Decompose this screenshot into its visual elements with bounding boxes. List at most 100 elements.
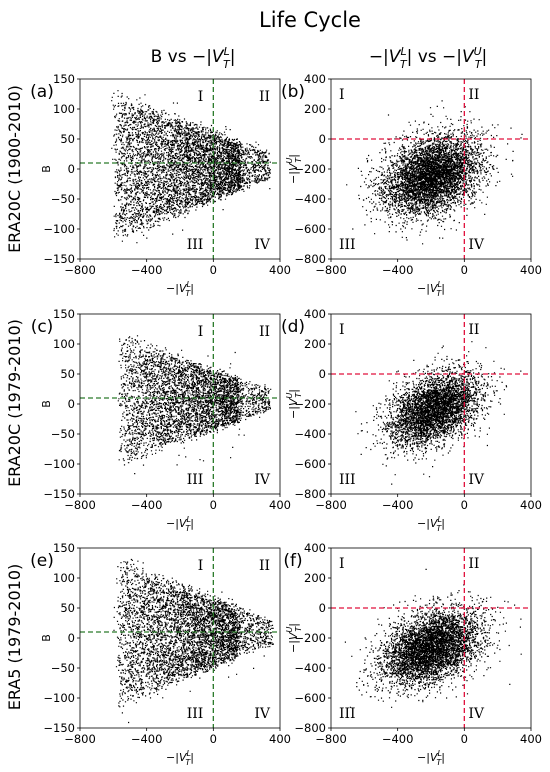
y-axis-label: −|VUT| (285, 154, 303, 184)
x-tick-label: −400 (131, 263, 163, 277)
quadrant-label: II (259, 324, 270, 340)
quadrant-label: II (468, 87, 479, 103)
y-tick-label: 150 (53, 541, 75, 555)
y-tick-label: −800 (294, 487, 326, 501)
x-tick-label: −400 (131, 732, 163, 746)
x-tick-label: 0 (210, 263, 217, 277)
quadrant-label: I (198, 558, 204, 574)
x-tick-label: 400 (520, 263, 542, 277)
y-tick-label: 0 (68, 397, 75, 411)
y-tick-label: 100 (53, 337, 75, 351)
row-label-3: ERA5 (1979-2010) (5, 564, 24, 710)
x-tick-label: −800 (315, 732, 347, 746)
y-tick-label: −400 (294, 192, 326, 206)
row-label-2: ERA20C (1979-2010) (5, 319, 24, 487)
quadrant-label: II (468, 556, 479, 572)
x-tick-label: 400 (269, 498, 291, 512)
y-tick-label: −200 (294, 397, 326, 411)
quadrant-label: II (259, 558, 270, 574)
x-tick-label: −800 (315, 263, 347, 277)
y-tick-label: 50 (60, 132, 75, 146)
quadrant-label: I (339, 87, 345, 103)
x-tick-label: 0 (210, 732, 217, 746)
y-tick-label: −600 (294, 691, 326, 705)
quadrant-label: III (187, 706, 204, 722)
quadrant-label: I (339, 322, 345, 338)
y-axis-label: B (40, 400, 53, 408)
scatter-points (344, 568, 522, 708)
y-tick-label: −150 (43, 487, 75, 501)
x-axis-label: −|VL T| (166, 515, 194, 533)
x-tick-label: −400 (382, 263, 414, 277)
y-axis-label: B (40, 165, 53, 173)
quadrant-label: II (259, 89, 270, 105)
y-tick-label: −50 (51, 192, 75, 206)
quadrant-label: III (339, 237, 356, 253)
y-tick-label: 0 (319, 132, 326, 146)
y-tick-label: 150 (53, 307, 75, 321)
quadrant-label: IV (468, 237, 485, 253)
panel-c: −800 −400 0 400 −150 −100 −50 0 50 100 150 −|VL T| B (… (31, 307, 291, 533)
y-tick-label: 200 (304, 102, 326, 116)
y-tick-label: 0 (68, 162, 75, 176)
column-title-left: B vs −|VL T| (151, 45, 236, 71)
panel-label: (c) (31, 317, 54, 337)
y-tick-label: −400 (294, 427, 326, 441)
y-axis-label: −|VUT| (285, 389, 303, 419)
x-tick-label: 400 (269, 732, 291, 746)
scatter-points (346, 100, 523, 245)
x-tick-label: −400 (382, 732, 414, 746)
x-tick-label: −800 (315, 498, 347, 512)
x-tick-label: −400 (131, 498, 163, 512)
x-axis-label: −|VL T| (166, 280, 194, 298)
quadrant-label: IV (254, 237, 271, 253)
y-tick-label: −50 (51, 427, 75, 441)
y-tick-label: 100 (53, 102, 75, 116)
y-tick-label: 400 (304, 307, 326, 321)
y-tick-label: −150 (43, 252, 75, 266)
quadrant-label: IV (468, 706, 485, 722)
x-axis-label: −|VL T| (417, 280, 445, 298)
panel-b: −800 −400 0 400 −800 −600 −400 −200 0 200 400 −|VL T… (281, 72, 542, 298)
panel-label: (f) (283, 551, 302, 571)
scatter-points (355, 341, 522, 485)
y-axis-label: −|VUT| (285, 623, 303, 653)
y-tick-label: 0 (68, 631, 75, 645)
quadrant-label: III (187, 237, 204, 253)
x-tick-label: 0 (461, 732, 468, 746)
y-tick-label: 200 (304, 571, 326, 585)
x-tick-label: 0 (210, 498, 217, 512)
quadrant-label: I (198, 324, 204, 340)
panel-label: (b) (281, 82, 305, 102)
y-tick-label: 0 (319, 601, 326, 615)
y-tick-label: 150 (53, 72, 75, 86)
scatter-points (111, 90, 271, 244)
quadrant-label: I (198, 89, 204, 105)
y-tick-label: −400 (294, 661, 326, 675)
y-tick-label: −200 (294, 162, 326, 176)
quadrant-label: III (339, 706, 356, 722)
y-tick-label: −800 (294, 721, 326, 735)
y-tick-label: 100 (53, 571, 75, 585)
panel-label: (e) (30, 551, 54, 571)
y-tick-label: −150 (43, 721, 75, 735)
y-tick-label: −100 (43, 691, 75, 705)
y-tick-label: −600 (294, 222, 326, 236)
panel-e: −800 −400 0 400 −150 −100 −50 0 50 100 150 −|VL T| B (… (30, 541, 291, 767)
x-tick-label: −800 (64, 732, 96, 746)
figure-title: Life Cycle (259, 8, 361, 32)
y-tick-label: −600 (294, 457, 326, 471)
row-label-1: ERA20C (1900-2010) (5, 85, 24, 253)
panel-d: −800 −400 0 400 −800 −600 −400 −200 0 200 400 −|VL T… (281, 307, 542, 533)
y-tick-label: 400 (304, 541, 326, 555)
quadrant-label: IV (468, 472, 485, 488)
x-axis-label: −|VL T| (417, 515, 445, 533)
quadrant-label: II (468, 322, 479, 338)
x-tick-label: 0 (461, 263, 468, 277)
panel-a: −800 −400 0 400 −150 −100 −50 0 50 100 150 −|VL T| B (… (30, 72, 291, 298)
x-tick-label: −400 (382, 498, 414, 512)
y-tick-label: 50 (60, 367, 75, 381)
panel-label: (a) (30, 82, 54, 102)
y-tick-label: 400 (304, 72, 326, 86)
